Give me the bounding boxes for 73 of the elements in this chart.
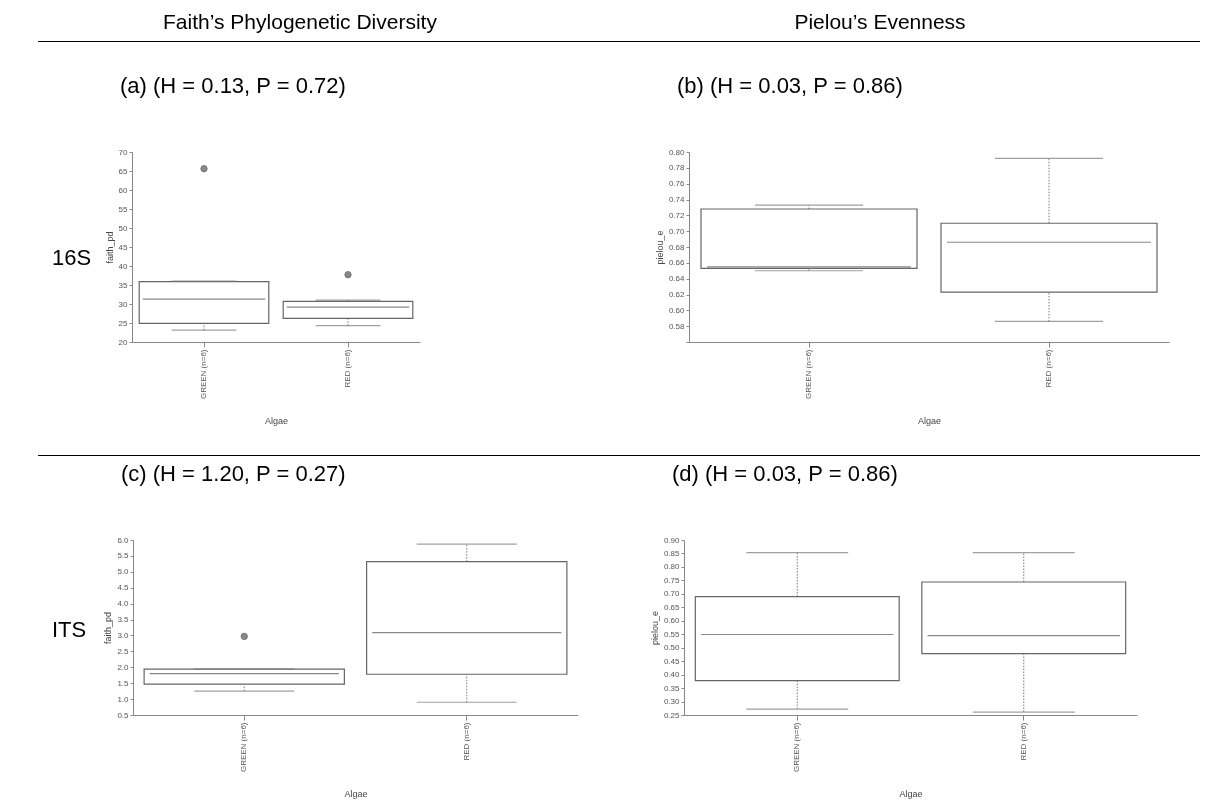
y-tick-label: 70	[118, 147, 129, 157]
x-tick-label: RED (n=6)	[1018, 722, 1028, 761]
y-tick-label: 0.78	[668, 163, 686, 173]
y-axis-title: faith_pd	[104, 231, 115, 264]
x-tick-label: GREEN (n=6)	[239, 722, 249, 773]
x-tick-label: GREEN (n=6)	[792, 722, 802, 773]
x-axis-title: Algae	[917, 416, 942, 427]
x-axis-title: Algae	[344, 789, 368, 800]
y-tick-label: 30	[118, 299, 129, 309]
x-tick-label: RED (n=6)	[343, 349, 352, 388]
y-tick-label: 0.62	[668, 290, 686, 299]
y-tick-label: 0.50	[663, 643, 681, 653]
y-tick-label: 55	[118, 204, 129, 214]
y-tick-label: 0.75	[663, 575, 681, 585]
y-tick-label: 0.72	[668, 210, 686, 220]
y-tick-label: 0.40	[663, 670, 681, 680]
y-tick-label: 0.74	[668, 195, 686, 204]
y-tick-label: 1.0	[117, 694, 130, 704]
y-tick-label: 25	[118, 318, 129, 328]
y-tick-label: 0.65	[663, 602, 681, 612]
x-tick-label: RED (n=6)	[461, 722, 471, 761]
x-tick-label: RED (n=6)	[1044, 349, 1053, 388]
y-tick-label: 0.66	[668, 258, 686, 268]
y-tick-label: 5.5	[117, 551, 130, 561]
y-tick-label: 0.80	[663, 562, 681, 572]
y-tick-label: 4.5	[117, 583, 130, 593]
chart-title: (a) (H = 0.13, P = 0.72)	[120, 73, 346, 98]
y-axis-title: pielou_e	[649, 610, 660, 646]
y-tick-label: 2.0	[117, 662, 130, 672]
chart-title: (b) (H = 0.03, P = 0.86)	[677, 73, 903, 98]
y-tick-label: 50	[118, 223, 129, 233]
y-tick-label: 1.5	[117, 678, 130, 688]
y-tick-label: 0.70	[663, 589, 681, 599]
y-tick-label: 3.5	[117, 615, 130, 625]
text: 16S	[52, 245, 92, 271]
x-axis-title: Algae	[899, 789, 923, 800]
y-axis-title: pielou_e	[654, 230, 665, 265]
y-tick-label: 0.58	[668, 321, 686, 331]
y-axis-title: faith_pd	[103, 611, 114, 645]
y-tick-label: 0.55	[663, 629, 681, 639]
y-tick-label: 2.5	[117, 646, 130, 656]
y-tick-label: 20	[118, 337, 129, 347]
text: ITS	[52, 617, 87, 643]
y-tick-label: 0.35	[663, 683, 681, 693]
y-tick-label: 0.60	[663, 616, 681, 626]
text: Pielou’s Evenness	[794, 10, 966, 34]
y-tick-label: 0.70	[668, 226, 686, 236]
y-tick-label: 35	[118, 280, 129, 290]
y-tick-label: 45	[118, 242, 129, 252]
y-tick-label: 5.0	[117, 567, 130, 577]
x-tick-label: GREEN (n=6)	[804, 349, 813, 400]
text: Faith’s Phylogenetic Diversity	[163, 10, 437, 34]
y-tick-label: 0.76	[668, 179, 686, 189]
y-tick-label: 0.25	[663, 710, 681, 720]
y-tick-label: 3.0	[117, 630, 130, 640]
x-axis-title: Algae	[264, 416, 289, 427]
chart-title: (c) (H = 1.20, P = 0.27)	[121, 461, 346, 486]
y-tick-label: 0.64	[668, 274, 686, 284]
y-tick-label: 6.0	[117, 535, 130, 545]
y-tick-label: 0.60	[668, 305, 686, 315]
y-tick-label: 60	[118, 185, 129, 195]
y-tick-label: 65	[118, 166, 129, 176]
y-tick-label: 0.5	[117, 710, 130, 720]
y-tick-label: 0.85	[663, 548, 681, 558]
y-tick-label: 4.0	[117, 599, 130, 609]
y-tick-label: 0.45	[663, 656, 681, 666]
y-tick-label: 0.80	[668, 147, 686, 157]
y-tick-label: 0.30	[663, 697, 681, 707]
y-tick-label: 0.68	[668, 242, 686, 252]
chart-title: (d) (H = 0.03, P = 0.86)	[672, 461, 898, 486]
y-tick-label: 0.90	[663, 535, 681, 545]
y-tick-label: 40	[118, 261, 129, 271]
x-tick-label: GREEN (n=6)	[199, 349, 208, 400]
